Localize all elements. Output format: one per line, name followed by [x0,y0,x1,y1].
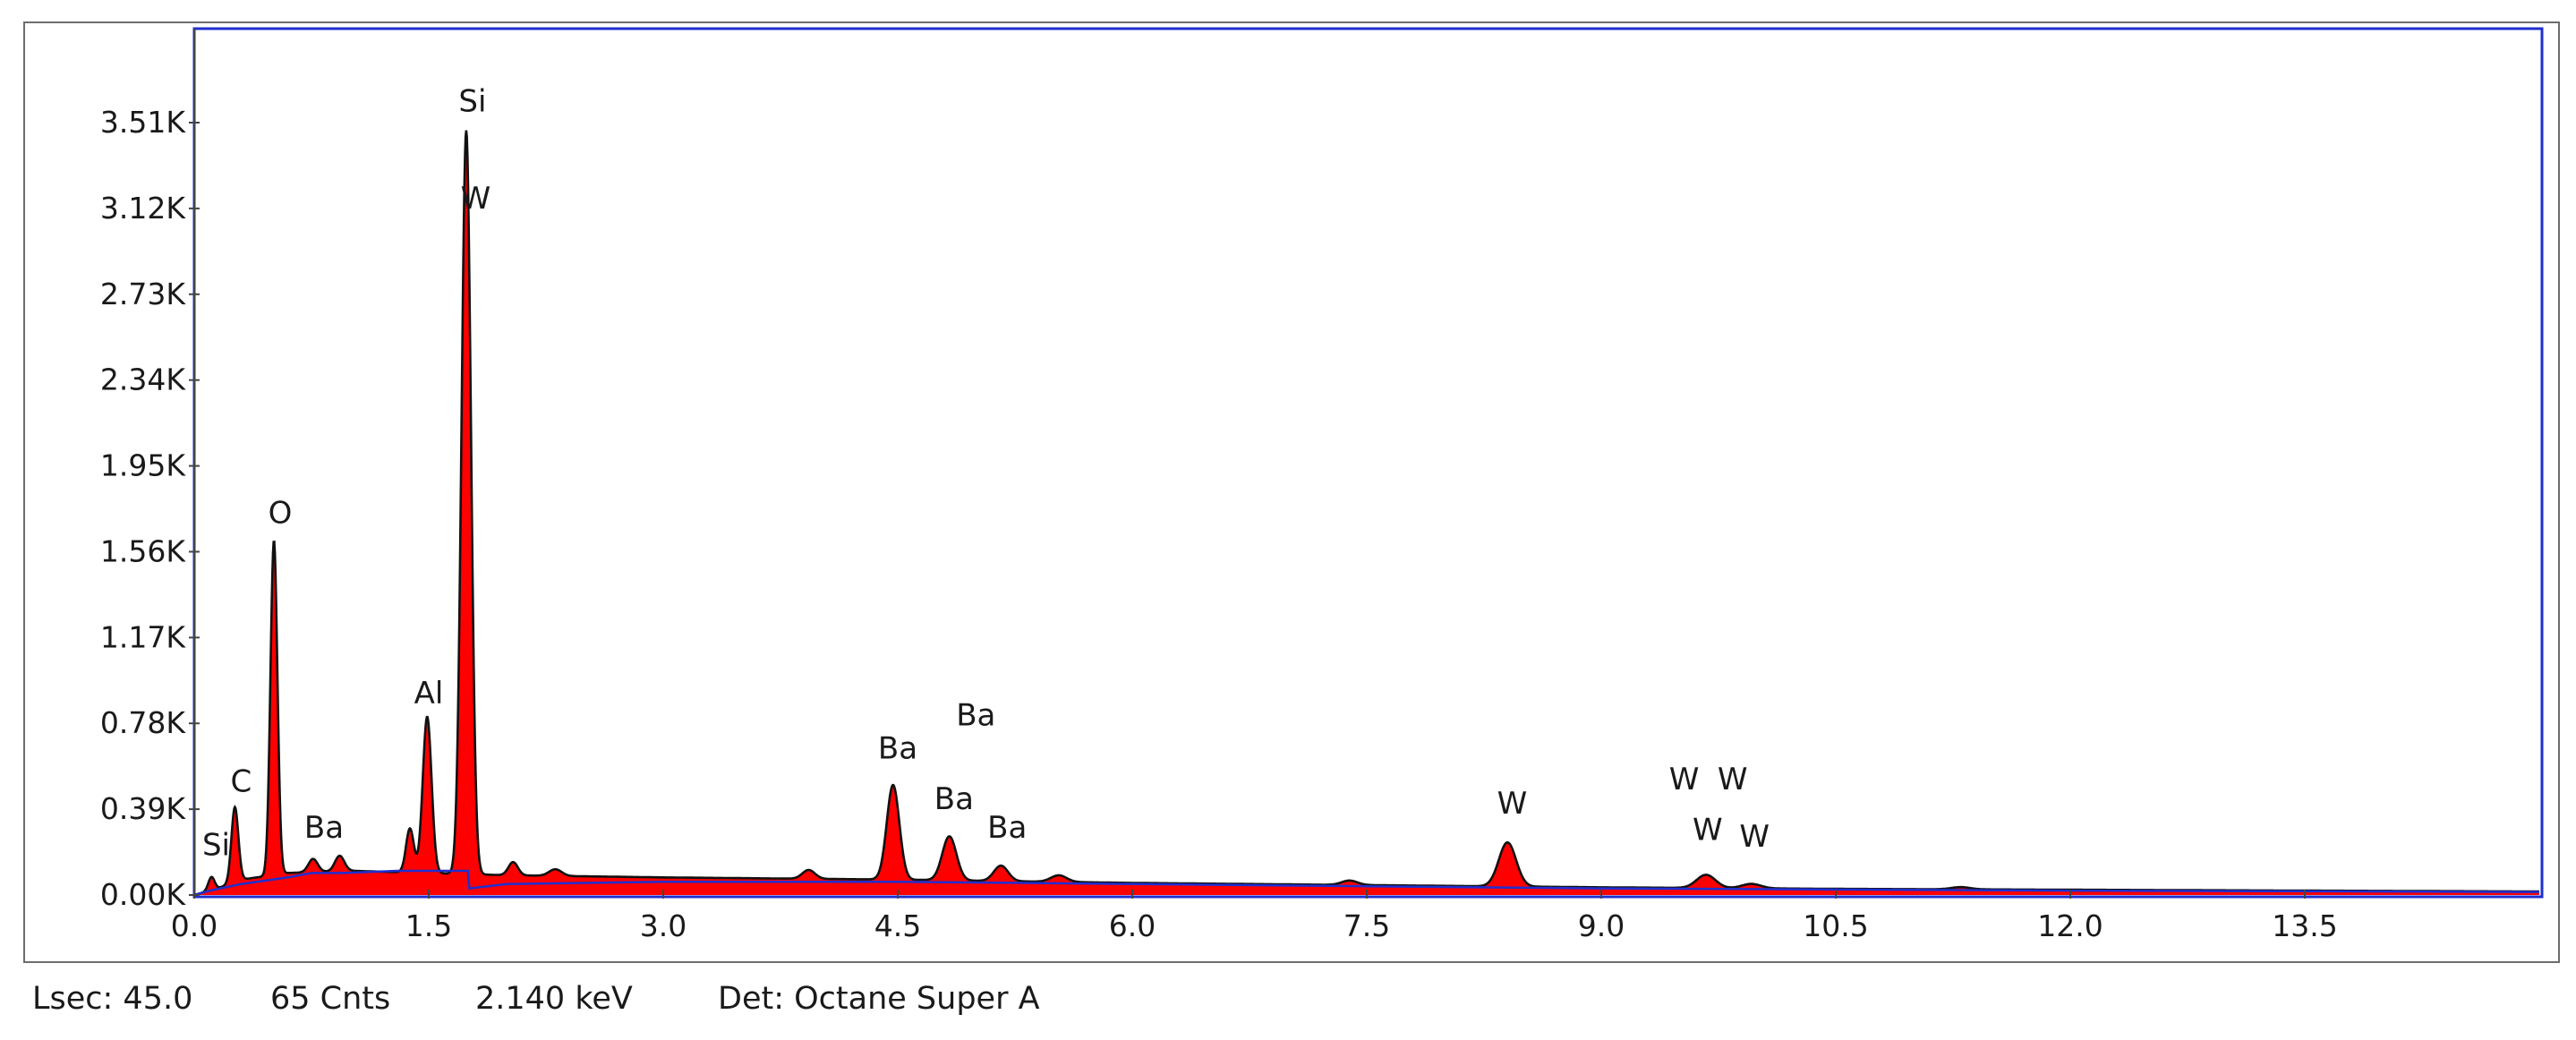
peak-label-ba: Ba [956,698,995,734]
plot-area-frame [192,27,2544,899]
x-tick-label: 13.5 [2272,908,2337,943]
background-fit-line [193,869,2540,897]
peak-label-al: Al [414,676,444,712]
counts-readout: 65 Cnts [270,981,391,1017]
x-tick-label: 9.0 [1578,908,1625,943]
peak-label-w: W [1739,819,1770,855]
peak-label-ba: Ba [934,781,974,817]
spectrum-outline-line [193,130,2539,897]
y-tick-label: 0.78K [100,705,186,740]
x-tick-label: 6.0 [1109,908,1156,943]
live-seconds-readout: Lsec: 45.0 [32,981,193,1017]
peak-label-c: C [231,763,252,799]
x-tick-label: 3.0 [640,908,687,943]
y-tick-label: 0.39K [100,791,186,826]
y-tick-label: 3.51K [100,105,186,140]
x-tick-label: 0.0 [171,908,218,943]
peak-label-ba: Ba [987,810,1027,846]
spectrum-layer [193,130,2540,897]
peak-label-ba: Ba [304,810,344,846]
peak-label-w: W [1718,762,1748,797]
peak-label-w: W [1497,786,1528,822]
peak-label-si: Si [202,828,230,864]
detector-readout: Det: Octane Super A [718,981,1040,1017]
x-tick-label: 1.5 [405,908,452,943]
peak-label-ba: Ba [878,731,917,767]
y-tick-label: 0.00K [100,877,186,912]
y-tick-label: 1.17K [100,619,186,654]
peak-label-w: W [1669,762,1700,797]
peak-label-w: W [1693,813,1723,848]
cursor-energy-readout: 2.140 keV [475,981,633,1017]
peak-label-si: Si [458,84,486,120]
x-tick-label: 10.5 [1803,908,1868,943]
spectrum-fill-area [194,130,2539,896]
x-tick-label: 4.5 [874,908,921,943]
x-tick-label: 12.0 [2037,908,2103,943]
peak-label-w: W [461,181,491,217]
chart-outer-frame [23,21,2560,963]
y-tick-label: 2.34K [100,362,186,397]
eds-spectrum-chart: 0.00K 0.39K 0.78K 1.17K 1.56K 1.95K 2.34K 2.73K… [100,27,2544,943]
axis-layer: 0.00K 0.39K 0.78K 1.17K 1.56K 1.95K 2.34K 2.73K… [100,29,2338,943]
y-tick-label: 1.56K [100,533,186,568]
y-tick-label: 3.12K [100,191,186,226]
x-tick-label: 7.5 [1343,908,1390,943]
status-bar: Lsec: 45.0 65 Cnts 2.140 keV Det: Octane… [0,976,2576,1029]
y-tick-label: 1.95K [100,448,186,483]
y-tick-label: 2.73K [100,277,186,311]
peak-label-o: O [269,495,293,531]
